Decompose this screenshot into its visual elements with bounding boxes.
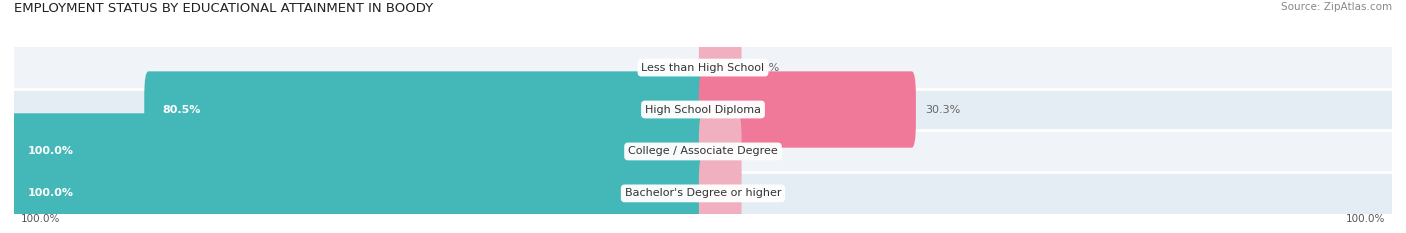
Text: 0.0%: 0.0% [661,63,689,72]
Text: 0.0%: 0.0% [751,188,779,198]
Text: 100.0%: 100.0% [28,188,75,198]
Text: 100.0%: 100.0% [1346,214,1385,224]
Text: EMPLOYMENT STATUS BY EDUCATIONAL ATTAINMENT IN BOODY: EMPLOYMENT STATUS BY EDUCATIONAL ATTAINM… [14,2,433,15]
Bar [14,47,1392,89]
FancyBboxPatch shape [145,71,707,148]
Bar [14,172,1392,214]
Text: 0.0%: 0.0% [751,63,779,72]
FancyBboxPatch shape [699,113,741,190]
Text: Bachelor's Degree or higher: Bachelor's Degree or higher [624,188,782,198]
FancyBboxPatch shape [699,71,915,148]
Text: High School Diploma: High School Diploma [645,105,761,114]
Text: Source: ZipAtlas.com: Source: ZipAtlas.com [1281,2,1392,12]
Text: 30.3%: 30.3% [925,105,960,114]
FancyBboxPatch shape [10,155,707,232]
Text: 100.0%: 100.0% [28,147,75,156]
Text: 80.5%: 80.5% [162,105,201,114]
Text: College / Associate Degree: College / Associate Degree [628,147,778,156]
Bar [14,89,1392,130]
FancyBboxPatch shape [699,29,741,106]
FancyBboxPatch shape [10,113,707,190]
Text: Less than High School: Less than High School [641,63,765,72]
Text: 100.0%: 100.0% [21,214,60,224]
Text: 0.0%: 0.0% [751,147,779,156]
FancyBboxPatch shape [699,155,741,232]
Bar [14,130,1392,172]
